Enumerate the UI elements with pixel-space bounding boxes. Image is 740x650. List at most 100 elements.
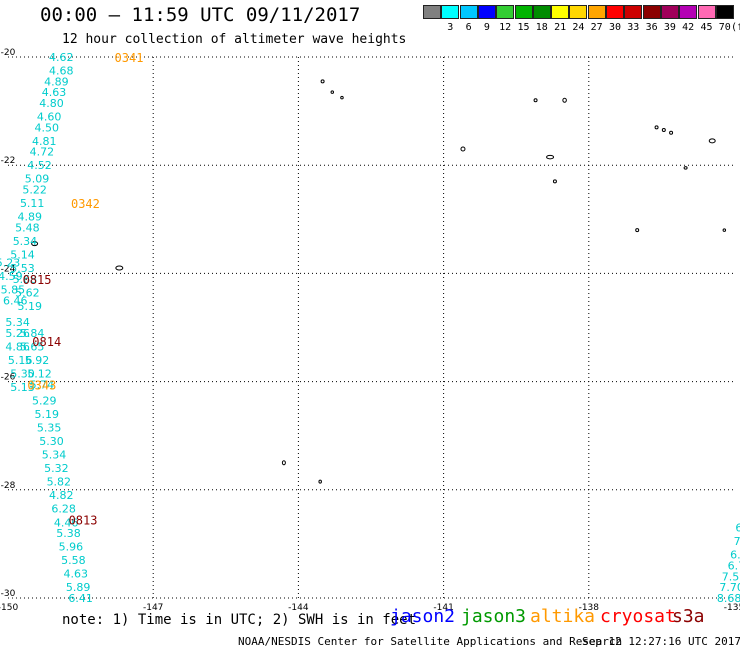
- y-tick-label: -20: [1, 48, 16, 58]
- wave-height-value: 5.85: [1, 284, 26, 297]
- wave-height-value: 5.92: [25, 354, 50, 367]
- wave-height-value: 4.63: [42, 86, 67, 99]
- scale-swatch: [642, 5, 661, 19]
- wave-height-value: 4.72: [30, 146, 55, 159]
- y-tick-label: -22: [1, 156, 16, 166]
- wave-height-value: 5.30: [10, 367, 35, 380]
- island-outline: [683, 166, 688, 170]
- wave-height-value: 5.13: [10, 381, 35, 394]
- wave-height-value: 5.09: [25, 173, 50, 186]
- scale-swatch: [679, 5, 698, 19]
- scale-label: 33: [627, 22, 640, 33]
- wave-height-value: 5.22: [22, 184, 47, 197]
- island-outline: [330, 90, 335, 94]
- x-tick-label: -147: [143, 603, 163, 613]
- scale-swatch: [459, 5, 478, 19]
- wave-height-value: 5.14: [10, 248, 35, 261]
- wave-height-value: 8.68: [717, 592, 740, 605]
- wave-height-value: 6: [735, 522, 740, 535]
- island-outline: [340, 95, 344, 100]
- wave-height-value: 4.52: [27, 159, 52, 172]
- wave-height-value: 5.34: [13, 235, 38, 248]
- scale-label: 70: [718, 22, 731, 33]
- generation-timestamp: Sep 12 12:27:16 UTC 2017: [582, 635, 740, 648]
- wave-height-value: 5.96: [59, 541, 84, 554]
- island-outline: [320, 79, 325, 84]
- scale-label: 12: [499, 22, 512, 33]
- wave-height-value: 5.58: [61, 554, 86, 567]
- x-tick-label: -135: [724, 603, 740, 613]
- pass-time-label: 0815: [23, 273, 52, 287]
- wave-height-value: 4.46: [54, 516, 79, 529]
- wave-height-value: 4.89: [44, 75, 69, 88]
- wave-height-value: 5.12: [27, 367, 52, 380]
- island-outline: [318, 479, 322, 484]
- wave-height-value: 4.86: [5, 340, 30, 353]
- wave-height-value: 5.38: [56, 527, 81, 540]
- scale-swatch: [660, 5, 679, 19]
- scale-swatch: [532, 5, 551, 19]
- scale-swatch: [606, 5, 624, 19]
- y-tick-label: -26: [1, 373, 16, 383]
- wave-height-value: 5.29: [32, 395, 57, 408]
- x-tick-label: -144: [288, 603, 309, 613]
- chart-title: 00:00 – 11:59 UTC 09/11/2017: [40, 4, 361, 26]
- scale-swatch: [514, 5, 533, 19]
- footer-note: note: 1) Time is in UTC; 2) SWH is in fe…: [62, 612, 417, 628]
- legend-altika: altika: [530, 606, 596, 627]
- island-outline: [708, 138, 716, 144]
- scale-label: 3: [447, 22, 454, 33]
- legend-cryosat: cryosat: [600, 606, 676, 627]
- legend-jason2: jason2: [390, 606, 456, 627]
- scale-swatch: [697, 5, 716, 19]
- scale-swatch: [477, 5, 496, 19]
- wave-height-value: 7.70: [719, 581, 740, 594]
- wave-height-value: 5.23: [0, 257, 20, 270]
- wave-height-value: 5.82: [47, 476, 72, 489]
- island-outline: [669, 130, 674, 135]
- wave-height-value: 6.41: [68, 592, 93, 605]
- wave-height-value: 5.26: [5, 327, 30, 340]
- island-outline: [460, 146, 466, 152]
- pass-time-label: 0343: [27, 378, 56, 392]
- wave-height-value: 7.59: [722, 570, 740, 583]
- island-outline: [552, 179, 557, 184]
- scale-swatch: [441, 5, 460, 19]
- wave-height-value: 7.: [734, 535, 740, 548]
- wave-height-value: 5.16: [8, 354, 33, 367]
- scale-swatch: [423, 5, 441, 19]
- wave-height-value: 5.53: [10, 262, 35, 275]
- chart-subtitle: 12 hour collection of altimeter wave hei…: [62, 32, 407, 47]
- island-outline: [562, 97, 567, 103]
- wave-height-value: 5.68: [13, 273, 38, 286]
- x-tick-label: -141: [433, 603, 453, 613]
- wave-height-value: 4.59: [0, 270, 23, 283]
- x-tick-label: -138: [579, 603, 600, 613]
- scale-label: 45: [700, 22, 713, 33]
- wave-height-value: 4.82: [49, 489, 74, 502]
- scale-label: 30: [608, 22, 622, 33]
- wave-height-value: 6.7: [728, 560, 740, 573]
- scale-label: 15: [517, 22, 530, 33]
- scale-label: 36: [645, 22, 658, 33]
- scale-label: 18: [535, 22, 548, 33]
- island-outline: [31, 241, 39, 247]
- wave-height-value: 4.50: [34, 121, 59, 134]
- scale-label: 39: [663, 22, 676, 33]
- wave-height-value: 6.28: [51, 503, 76, 516]
- island-outline: [722, 228, 727, 232]
- legend-s3a: s3a: [672, 606, 705, 627]
- scale-swatch: [587, 5, 606, 19]
- wave-height-value: 4.80: [39, 97, 64, 110]
- island-outline: [654, 125, 659, 130]
- wave-height-value: 4.81: [32, 135, 57, 148]
- scale-swatch: [496, 5, 515, 19]
- wave-height-value: 5.62: [15, 286, 40, 299]
- scale-label: 9: [483, 22, 490, 33]
- island-outline: [661, 128, 666, 133]
- wave-height-value: 4.62: [49, 51, 74, 64]
- wave-height-value: 5.19: [18, 300, 43, 313]
- island-outline: [115, 265, 124, 271]
- legend-jason3: jason3: [461, 606, 527, 627]
